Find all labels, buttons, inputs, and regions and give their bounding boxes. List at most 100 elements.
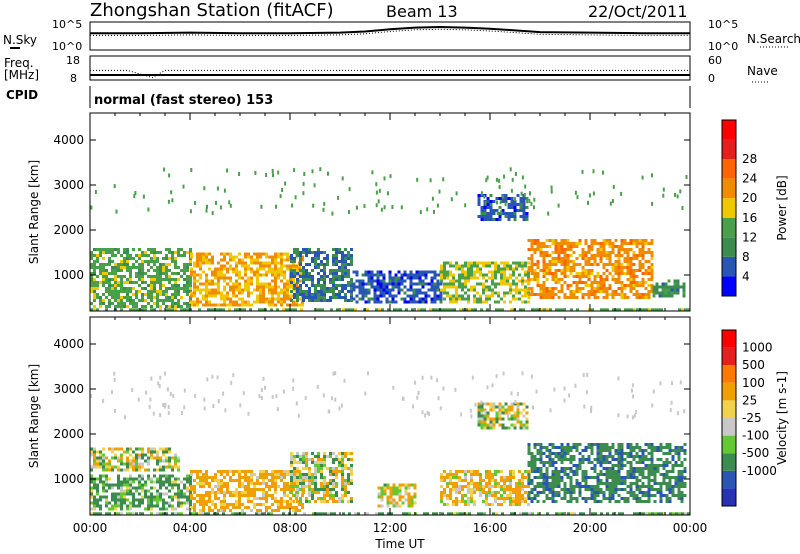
data-cell	[473, 297, 476, 301]
data-cell	[111, 483, 114, 487]
data-cell	[217, 270, 220, 274]
data-cell	[144, 483, 147, 487]
data-cell	[132, 512, 135, 516]
data-cell	[647, 494, 651, 497]
data-cell	[186, 507, 189, 511]
data-cell	[584, 260, 588, 263]
data-cell	[626, 254, 630, 257]
data-cell	[265, 470, 268, 473]
data-cell	[299, 284, 302, 287]
data-cell	[548, 266, 552, 269]
data-cell	[513, 417, 517, 421]
data-cell	[677, 458, 681, 461]
data-cell	[644, 491, 648, 494]
data-cell	[292, 300, 295, 304]
data-cell	[545, 485, 549, 488]
data-cell	[519, 423, 523, 427]
data-cell	[286, 485, 289, 488]
data-cell	[189, 284, 192, 287]
data-cell	[274, 258, 277, 262]
data-cell	[657, 308, 660, 312]
data-cell	[159, 447, 162, 451]
data-cell	[491, 276, 494, 280]
data-cell	[527, 452, 531, 455]
data-cell	[376, 279, 380, 283]
data-cell	[108, 260, 111, 263]
data-cell	[247, 485, 250, 488]
data-cell	[667, 288, 671, 292]
data-cell	[602, 446, 606, 449]
data-cell	[99, 281, 102, 284]
data-cell	[675, 512, 678, 516]
data-cell	[379, 273, 383, 277]
data-cell	[111, 254, 114, 257]
data-cell	[350, 293, 353, 296]
data-cell	[491, 294, 494, 298]
data-cell	[512, 270, 515, 274]
data-cell	[283, 288, 286, 292]
data-cell	[560, 290, 564, 293]
data-cell	[302, 278, 305, 281]
data-cell	[590, 290, 594, 293]
data-cell	[473, 470, 476, 473]
data-cell	[440, 494, 443, 497]
data-cell	[659, 491, 663, 494]
data-cell	[117, 290, 120, 293]
data-cell	[459, 512, 462, 516]
data-cell	[208, 267, 211, 271]
data-cell	[515, 500, 518, 503]
data-cell	[587, 257, 591, 260]
data-cell	[539, 443, 543, 446]
data-cell	[111, 465, 114, 469]
data-cell	[458, 470, 461, 473]
data-cell	[494, 491, 497, 494]
data-cell	[150, 275, 153, 278]
data-cell	[557, 278, 561, 281]
data-cell	[644, 494, 648, 497]
data-cell	[380, 498, 384, 502]
data-cell	[201, 512, 204, 516]
data-cell	[680, 476, 684, 479]
data-cell	[199, 482, 202, 485]
data-cell	[211, 258, 214, 262]
data-cell	[641, 242, 645, 245]
data-cell	[572, 269, 576, 272]
data-cell	[265, 506, 268, 509]
data-cell	[219, 205, 222, 210]
data-cell	[228, 308, 231, 312]
data-cell	[498, 197, 502, 200]
data-cell	[581, 269, 585, 272]
data-cell	[629, 239, 633, 242]
data-cell	[665, 494, 669, 497]
data-cell	[341, 488, 344, 491]
data-cell	[186, 287, 189, 290]
data-cell	[317, 488, 320, 491]
data-cell	[578, 275, 582, 278]
data-cell	[557, 476, 561, 479]
data-cell	[608, 467, 612, 470]
data-cell	[162, 447, 165, 451]
data-cell	[305, 476, 308, 479]
data-cell	[305, 272, 308, 275]
data-cell	[302, 275, 305, 278]
data-cell	[409, 294, 413, 298]
data-cell	[400, 282, 404, 286]
data-cell	[320, 269, 323, 272]
data-cell	[214, 473, 217, 476]
data-cell	[190, 252, 193, 256]
data-cell	[569, 470, 573, 473]
data-cell	[611, 278, 615, 281]
data-cell	[468, 308, 471, 312]
data-cell	[323, 296, 326, 299]
data-cell	[548, 254, 552, 257]
data-cell	[447, 308, 450, 312]
data-cell	[418, 288, 422, 292]
data-cell	[301, 255, 304, 259]
data-cell	[259, 300, 262, 304]
data-cell	[329, 452, 332, 455]
data-cell	[394, 294, 398, 298]
data-cell	[638, 497, 642, 500]
data-cell	[617, 467, 621, 470]
data-cell	[341, 473, 344, 476]
data-cell	[220, 509, 223, 512]
